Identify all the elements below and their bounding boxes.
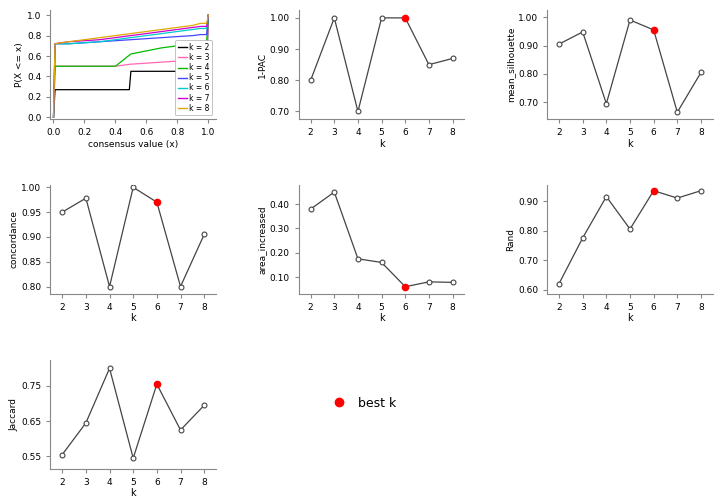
X-axis label: k: k (379, 139, 384, 149)
X-axis label: k: k (130, 488, 136, 498)
X-axis label: k: k (130, 313, 136, 324)
Legend: k = 2, k = 3, k = 4, k = 5, k = 6, k = 7, k = 8: k = 2, k = 3, k = 4, k = 5, k = 6, k = 7… (175, 40, 212, 115)
Y-axis label: Rand: Rand (506, 228, 516, 251)
Y-axis label: 1-PAC: 1-PAC (258, 52, 267, 78)
Y-axis label: P(X <= x): P(X <= x) (15, 42, 24, 87)
Legend: best k: best k (322, 392, 401, 415)
X-axis label: k: k (379, 313, 384, 324)
X-axis label: k: k (627, 313, 633, 324)
Y-axis label: concordance: concordance (9, 210, 19, 269)
X-axis label: consensus value (x): consensus value (x) (88, 140, 179, 149)
X-axis label: k: k (627, 139, 633, 149)
Y-axis label: mean_silhouette: mean_silhouette (506, 27, 516, 102)
Y-axis label: Jaccard: Jaccard (9, 398, 19, 430)
Y-axis label: area_increased: area_increased (258, 205, 267, 274)
